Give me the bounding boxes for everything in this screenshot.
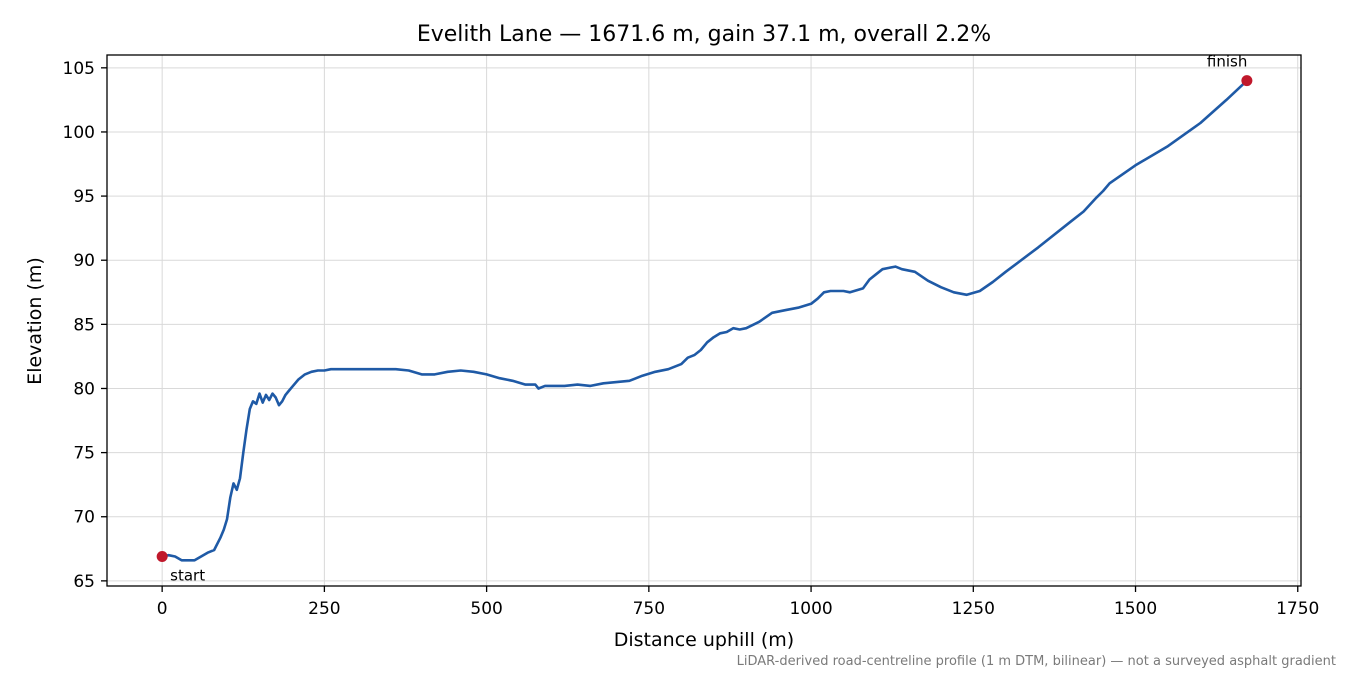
elevation-line: [160, 79, 1249, 562]
chart-title: Evelith Lane — 1671.6 m, gain 37.1 m, ov…: [417, 22, 991, 47]
y-tick-label: 75: [73, 444, 95, 464]
y-tick-label: 95: [73, 187, 95, 207]
x-axis-label: Distance uphill (m): [614, 629, 794, 651]
y-tick-label: 65: [73, 572, 95, 592]
plot-frame: [106, 54, 1302, 587]
x-tick-label: 1250: [952, 599, 995, 619]
x-tick-label: 1750: [1276, 599, 1319, 619]
x-tick-label: 1500: [1114, 599, 1157, 619]
plot-area: start finish: [156, 53, 1253, 585]
y-tick-label: 100: [63, 123, 95, 143]
x-tick-label: 1000: [789, 599, 832, 619]
start-marker: [156, 551, 168, 562]
y-axis-label: Elevation (m): [24, 257, 46, 385]
axis-ticks: 0 250 500 750 1000 1250 1500 1750 65 70 75 80 85 90 95…: [63, 59, 1320, 619]
finish-marker: [1241, 75, 1253, 87]
y-tick-label: 80: [73, 379, 95, 399]
grid-lines: [107, 55, 1301, 586]
x-tick-label: 250: [308, 599, 340, 619]
start-label: start: [170, 567, 205, 585]
footnote: LiDAR-derived road-centreline profile (1…: [737, 654, 1336, 669]
x-tick-label: 0: [157, 599, 168, 619]
y-tick-label: 105: [63, 59, 95, 79]
y-tick-label: 90: [73, 251, 95, 271]
x-tick-label: 750: [633, 599, 665, 619]
finish-label: finish: [1207, 53, 1247, 71]
y-tick-label: 85: [73, 315, 95, 335]
x-tick-label: 500: [470, 599, 502, 619]
y-tick-label: 70: [73, 508, 95, 528]
